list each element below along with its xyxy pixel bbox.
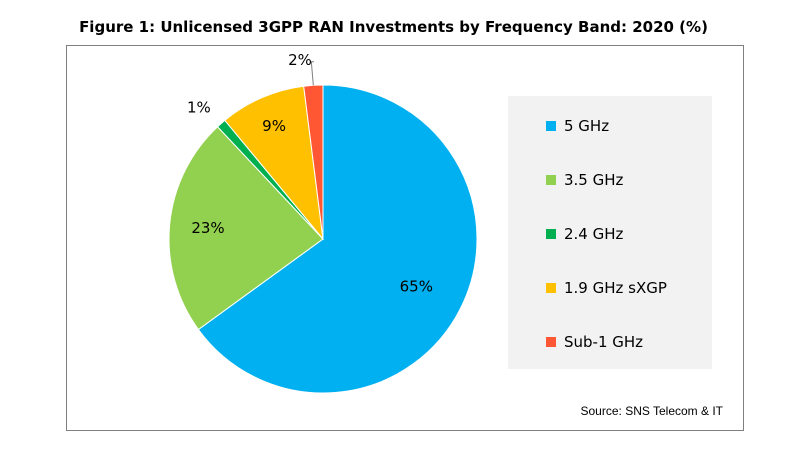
legend-item: Sub-1 GHz bbox=[546, 332, 643, 352]
legend-label: Sub-1 GHz bbox=[564, 333, 644, 351]
legend-item: 3.5 GHz bbox=[546, 170, 623, 190]
legend-swatch bbox=[546, 283, 556, 293]
legend: 5 GHz 3.5 GHz 2.4 GHz 1.9 GHz sXGP Sub-1 GHz bbox=[508, 96, 712, 369]
pie-chart: 65% 23% 1% 9% 2% bbox=[168, 51, 478, 394]
legend-label: 5 GHz bbox=[564, 117, 610, 135]
chart-frame: 65% 23% 1% 9% 2% 5 GHz 3.5 GHz 2.4 GHz 1.9 GHz … bbox=[66, 45, 744, 431]
legend-swatch bbox=[546, 229, 556, 239]
legend-item: 5 GHz bbox=[546, 116, 609, 136]
data-label-1-9-ghz-sxgp: 9% bbox=[262, 117, 286, 135]
legend-swatch bbox=[546, 121, 556, 131]
data-label-3-5-ghz: 23% bbox=[191, 219, 224, 237]
pie-slice-1-9-ghz-sxgp bbox=[224, 85, 324, 241]
data-label-5-ghz: 65% bbox=[400, 278, 433, 296]
pie-slice-5-ghz bbox=[197, 84, 478, 394]
legend-swatch bbox=[546, 337, 556, 347]
source-note: Source: SNS Telecom & IT bbox=[580, 404, 724, 418]
label-leader-line bbox=[310, 61, 314, 86]
chart-title: Figure 1: Unlicensed 3GPP RAN Investment… bbox=[79, 18, 708, 36]
legend-label: 1.9 GHz sXGP bbox=[564, 279, 667, 297]
data-label-2-4-ghz: 1% bbox=[187, 98, 211, 116]
legend-swatch bbox=[546, 175, 556, 185]
pie-slice-3-5-ghz bbox=[168, 126, 324, 331]
pie-slice-sub-1-ghz bbox=[303, 84, 324, 240]
legend-label: 3.5 GHz bbox=[564, 171, 624, 189]
data-label-sub-1-ghz: 2% bbox=[288, 51, 312, 69]
legend-item: 1.9 GHz sXGP bbox=[546, 278, 667, 298]
legend-item: 2.4 GHz bbox=[546, 224, 623, 244]
legend-label: 2.4 GHz bbox=[564, 225, 624, 243]
